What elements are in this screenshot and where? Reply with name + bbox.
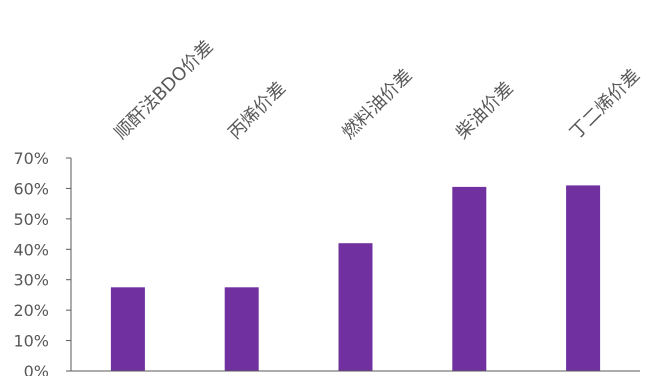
bar-1: [110, 287, 145, 371]
bar-2: [224, 287, 259, 371]
y-tick-label: 30%: [13, 271, 49, 290]
y-tick-label: 60%: [13, 179, 49, 198]
bar-3: [338, 243, 373, 371]
category-label-3: 燃料油价差: [338, 65, 416, 143]
y-tick-label: 50%: [13, 210, 49, 229]
bar-4: [452, 186, 487, 371]
y-tick-label: 0%: [24, 362, 49, 376]
category-label-5: 丁二烯价差: [566, 65, 644, 143]
category-label-2: 丙烯价差: [224, 78, 290, 144]
category-labels-group: 顺酐法BDO价差 丙烯价差 燃料油价差 柴油价差 丁二烯价差: [111, 36, 645, 143]
y-tick-label: 70%: [13, 149, 49, 168]
axes-group: [66, 157, 640, 372]
bars-group: [110, 185, 601, 371]
y-tick-label: 20%: [13, 301, 49, 320]
bar-5: [566, 185, 601, 371]
y-tick-labels-group: 0% 10% 20% 30% 40% 50% 60% 70%: [13, 149, 49, 376]
category-label-4: 柴油价差: [452, 78, 518, 144]
y-tick-label: 10%: [13, 332, 49, 351]
category-label-1: 顺酐法BDO价差: [111, 36, 218, 143]
y-tick-label: 40%: [13, 240, 49, 259]
